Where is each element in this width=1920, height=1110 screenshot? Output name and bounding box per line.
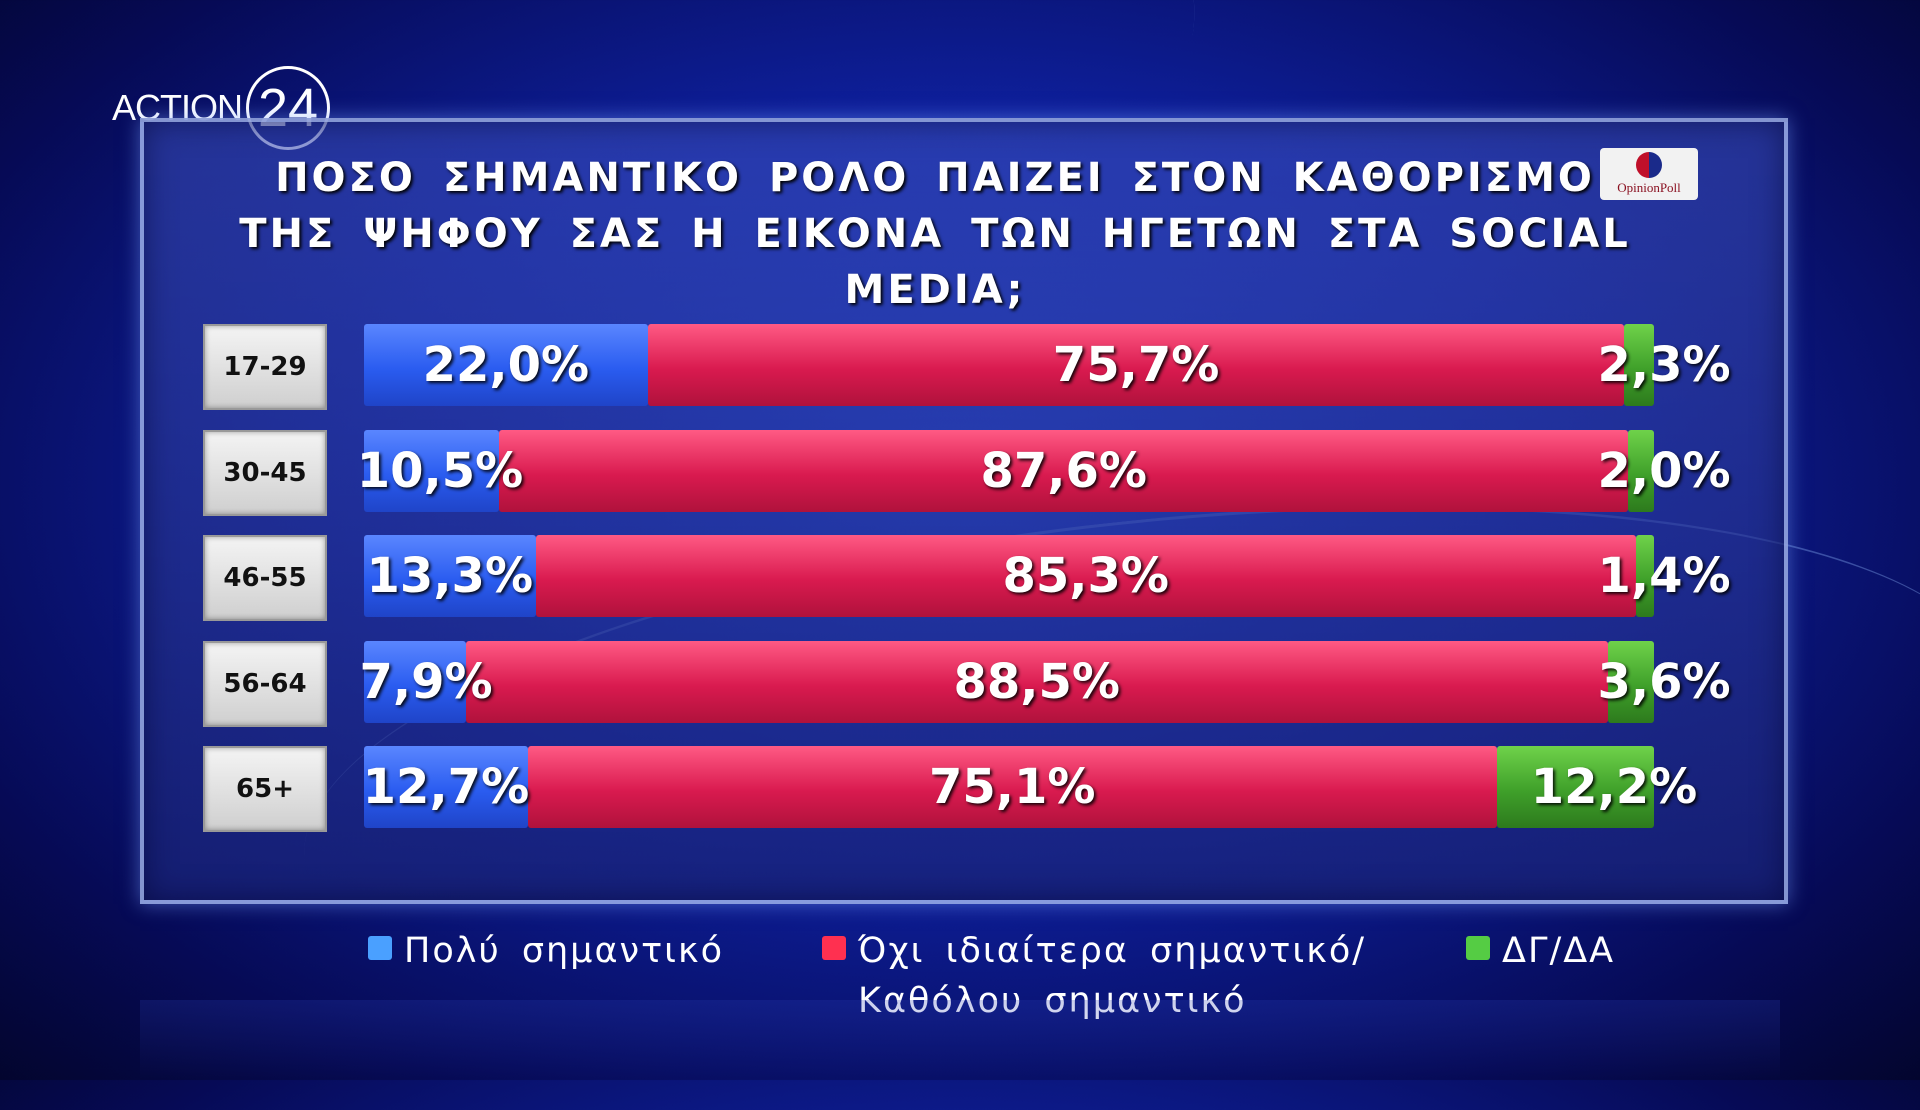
legend-label: ΔΓ/ΔΑ — [1502, 926, 1615, 976]
legend-swatch — [1466, 936, 1490, 960]
floor-reflection — [140, 1000, 1780, 1080]
bar-segment — [364, 324, 648, 406]
data-label: 2,3% — [1597, 337, 1731, 393]
data-label: 1,4% — [1597, 548, 1731, 604]
data-label: 88,5% — [953, 654, 1120, 710]
bar-segment — [364, 535, 536, 617]
bar-segment — [465, 641, 1608, 723]
age-group-label: 46-55 — [203, 535, 327, 621]
bar-segment — [1607, 641, 1654, 723]
legend-item: Πολύ σημαντικό — [368, 926, 724, 976]
bar-segment — [364, 641, 466, 723]
bar-row: 7,9% 88,5% 3,6% — [359, 641, 1731, 723]
legend-label: Πολύ σημαντικό — [404, 926, 724, 976]
bar-segment — [527, 746, 1497, 828]
bar-row: 13,3% 85,3% 1,4% — [364, 535, 1731, 617]
legend-label-line: ΔΓ/ΔΑ — [1502, 931, 1616, 971]
legend-item: Όχι ιδιαίτερα σημαντικό/Καθόλου σημαντικ… — [822, 926, 1366, 1026]
age-group-label: 17-29 — [203, 324, 327, 410]
bar-row: 22,0% 75,7% 2,3% — [364, 324, 1731, 406]
data-label: 87,6% — [980, 443, 1148, 499]
data-label: 12,7% — [362, 759, 530, 815]
data-label: 7,9% — [359, 654, 493, 710]
bar-segment — [1624, 324, 1654, 406]
legend-label-line: Καθόλου σημαντικό — [858, 976, 1366, 1026]
chart-title: ΠΟΣΟ ΣΗΜΑΝΤΙΚΟ ΡΟΛΟ ΠΑΙΖΕΙ ΣΤΟΝ ΚΑΘΟΡΙΣΜ… — [150, 150, 1720, 318]
legend-swatch — [368, 936, 392, 960]
age-group-label: 30-45 — [203, 430, 327, 516]
bar-segment — [364, 746, 528, 828]
chart-title-line-2: ΤΗΣ ΨΗΦΟΥ ΣΑΣ Η ΕΙΚΟΝΑ ΤΩΝ ΗΓΕΤΩΝ ΣΤΑ SO… — [239, 211, 1631, 313]
legend-label-line: Πολύ σημαντικό — [404, 931, 725, 971]
data-label: 10,5% — [356, 443, 524, 499]
pollster-logo-icon — [1636, 152, 1662, 178]
data-label: 3,6% — [1597, 654, 1731, 710]
data-label: 13,3% — [366, 548, 534, 604]
legend-label-line: Όχι ιδιαίτερα σημαντικό/ — [858, 931, 1367, 971]
bar-segment — [1628, 430, 1654, 512]
bar-segment — [499, 430, 1629, 512]
bar-row: 12,7% 75,1% 12,2% — [362, 746, 1697, 828]
data-label: 75,7% — [1052, 337, 1220, 393]
legend-label: Όχι ιδιαίτερα σημαντικό/Καθόλου σημαντικ… — [858, 926, 1366, 1026]
data-label: 12,2% — [1530, 759, 1698, 815]
data-label: 85,3% — [1002, 548, 1170, 604]
bar-segment — [535, 535, 1636, 617]
age-group-label: 56-64 — [203, 641, 327, 727]
legend-swatch — [822, 936, 846, 960]
bar-row: 10,5% 87,6% 2,0% — [357, 430, 1731, 512]
age-group-label: 65+ — [203, 746, 327, 832]
data-label: 75,1% — [928, 759, 1096, 815]
pollster-logo: OpinionPoll — [1600, 148, 1698, 200]
chart-title-line-1: ΠΟΣΟ ΣΗΜΑΝΤΙΚΟ ΡΟΛΟ ΠΑΙΖΕΙ ΣΤΟΝ ΚΑΘΟΡΙΣΜ… — [275, 155, 1595, 201]
pollster-logo-text: OpinionPoll — [1617, 180, 1681, 195]
data-label: 22,0% — [422, 337, 590, 393]
bar-segment — [647, 324, 1625, 406]
legend-item: ΔΓ/ΔΑ — [1466, 926, 1615, 976]
bar-segment — [1496, 746, 1654, 828]
data-label: 2,0% — [1597, 443, 1731, 499]
bar-segment — [364, 430, 500, 512]
bar-segment — [1635, 535, 1654, 617]
